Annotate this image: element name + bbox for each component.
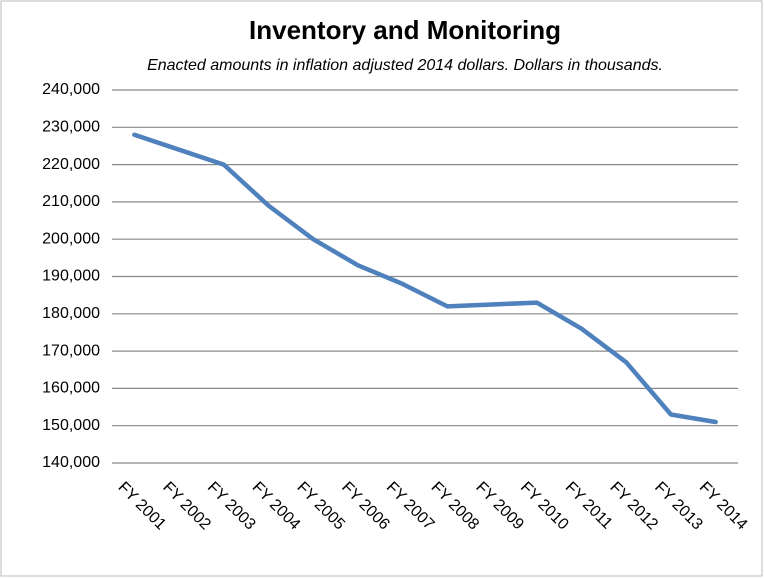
y-tick-label: 140,000 bbox=[42, 454, 100, 471]
data-line bbox=[132, 132, 718, 425]
chart-subtitle: Enacted amounts in inflation adjusted 20… bbox=[147, 57, 663, 74]
y-tick-label: 170,000 bbox=[42, 342, 100, 359]
y-tick-label: 180,000 bbox=[42, 305, 100, 322]
y-tick-label: 200,000 bbox=[42, 230, 100, 247]
y-tick-label: 160,000 bbox=[42, 380, 100, 397]
y-tick-label: 190,000 bbox=[42, 268, 100, 285]
y-tick-label: 220,000 bbox=[42, 156, 100, 173]
chart-title: Inventory and Monitoring bbox=[249, 15, 561, 45]
y-tick-label: 230,000 bbox=[42, 119, 100, 136]
y-tick-label: 210,000 bbox=[42, 193, 100, 210]
y-tick-label: 240,000 bbox=[42, 81, 100, 98]
y-tick-label: 150,000 bbox=[42, 417, 100, 434]
